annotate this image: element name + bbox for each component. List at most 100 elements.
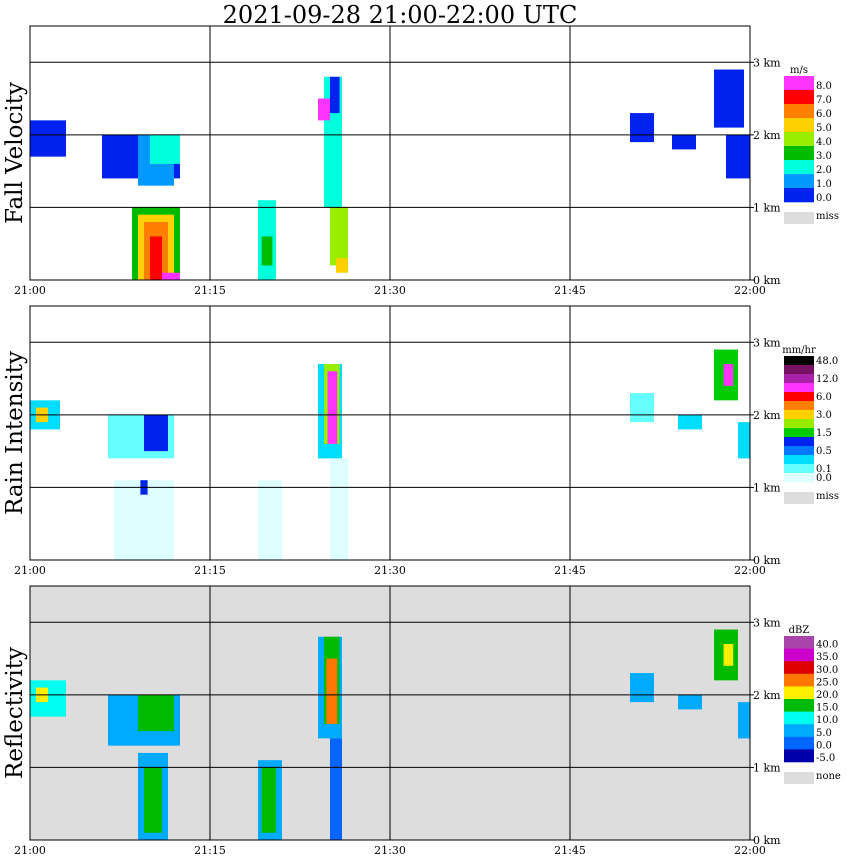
- height-tick-label: 3 km: [753, 56, 781, 69]
- legend-swatch: [784, 464, 814, 474]
- echo-cell: [336, 258, 348, 273]
- legend-label: 2.0: [816, 165, 832, 176]
- legend-label: 25.0: [816, 677, 838, 688]
- time-tick-label: 21:00: [14, 564, 46, 577]
- legend-label: 8.0: [816, 81, 832, 92]
- echo-cell: [258, 480, 282, 560]
- time-tick-label: 21:45: [554, 564, 586, 577]
- legend-label: 0.0: [816, 193, 832, 204]
- time-tick-label: 21:45: [554, 844, 586, 857]
- height-tick-label: 1 km: [753, 201, 781, 214]
- legend-swatch: [784, 673, 814, 687]
- height-tick-label: 1 km: [753, 761, 781, 774]
- legend-swatch: [784, 392, 814, 402]
- legend-label: 5.0: [816, 728, 832, 739]
- echo-cell: [723, 644, 734, 666]
- legend-unit: mm/hr: [782, 345, 816, 356]
- time-tick-label: 22:00: [734, 284, 766, 297]
- legend-swatch: [784, 419, 814, 429]
- legend-label: 30.0: [816, 665, 838, 676]
- panel-rain-intensity: 0 km 1 km 2 km 3 km 21:00 21:15 21:30 21:45 22:0…: [2, 305, 839, 577]
- legend-label: 6.0: [816, 109, 832, 120]
- plot-frame: [29, 585, 751, 841]
- legend-missing-label: miss: [816, 211, 839, 222]
- legend-swatch: [784, 648, 814, 662]
- time-tick-label: 21:30: [374, 564, 406, 577]
- time-tick-label: 22:00: [734, 844, 766, 857]
- echo-cell: [630, 393, 654, 423]
- legend-swatch: [784, 401, 814, 411]
- echo-cell: [630, 673, 654, 703]
- legend-swatch: [784, 686, 814, 700]
- legend-label: -5.0: [816, 753, 835, 764]
- legend-swatch: [784, 174, 814, 189]
- echo-cell: [330, 738, 342, 840]
- legend-label: 0.0: [816, 473, 832, 484]
- legend-label: 10.0: [816, 715, 838, 726]
- legend-swatch: [784, 661, 814, 675]
- height-tick-label: 2 km: [753, 129, 781, 142]
- echo-cell: [261, 236, 273, 266]
- legend-swatch: [784, 90, 814, 105]
- echo-cell: [672, 134, 696, 150]
- legend-unit: dBZ: [789, 625, 810, 636]
- legend-swatch: [784, 76, 814, 91]
- echo-cell: [318, 98, 330, 121]
- legend-unit: m/s: [790, 65, 808, 76]
- echo-cell: [630, 113, 654, 143]
- legend-missing-swatch: [784, 212, 814, 224]
- plot-frame: [29, 305, 751, 561]
- legend-swatch: [784, 410, 814, 420]
- echo-cell: [138, 694, 174, 732]
- time-tick-label: 21:00: [14, 284, 46, 297]
- legend-swatch: [784, 636, 814, 649]
- legend-swatch: [784, 473, 814, 483]
- time-tick-label: 21:45: [554, 284, 586, 297]
- legend-swatch: [784, 132, 814, 147]
- time-tick-label: 21:30: [374, 284, 406, 297]
- height-tick-label: 0 km: [753, 834, 781, 847]
- legend-label: 3.0: [816, 410, 832, 421]
- height-tick-label: 1 km: [753, 481, 781, 494]
- panel-ylabel: Rain Intensity: [2, 351, 28, 515]
- time-tick-label: 21:15: [194, 844, 226, 857]
- legend-label: 20.0: [816, 690, 838, 701]
- legend-swatch: [784, 455, 814, 465]
- echo-cell: [144, 414, 168, 452]
- panel-ylabel: Reflectivity: [2, 647, 28, 779]
- time-tick-label: 21:00: [14, 844, 46, 857]
- legend-label: 0.0: [816, 740, 832, 751]
- legend-label: 0.5: [816, 446, 832, 457]
- echo-cell: [714, 69, 744, 128]
- height-tick-label: 2 km: [753, 689, 781, 702]
- chart-title: 2021-09-28 21:00-22:00 UTC: [222, 1, 578, 29]
- time-tick-label: 21:15: [194, 284, 226, 297]
- legend-swatch: [784, 446, 814, 456]
- echo-cell: [150, 236, 162, 280]
- echo-cell: [738, 702, 750, 739]
- legend-label: 48.0: [816, 356, 838, 367]
- legend-swatch: [784, 146, 814, 161]
- echo-cell: [330, 207, 348, 266]
- echo-cell: [678, 694, 702, 710]
- echo-cell: [144, 767, 162, 833]
- legend-label: 5.0: [816, 123, 832, 134]
- echo-cell: [330, 76, 340, 114]
- legend-missing-label: none: [816, 771, 841, 782]
- height-tick-label: 2 km: [753, 409, 781, 422]
- echo-cell: [30, 120, 66, 157]
- panel-ylabel: Fall Velocity: [2, 82, 28, 224]
- legend-swatch: [784, 104, 814, 119]
- legend-missing-swatch: [784, 772, 814, 784]
- echo-cell: [326, 658, 338, 724]
- time-tick-label: 21:30: [374, 844, 406, 857]
- echo-cell: [738, 422, 750, 459]
- height-tick-label: 0 km: [753, 274, 781, 287]
- legend-swatch: [784, 437, 814, 447]
- legend-swatch: [784, 724, 814, 738]
- echo-cell: [150, 134, 180, 164]
- legend-label: 0.1: [816, 464, 832, 475]
- echo-cell: [330, 458, 348, 560]
- legend-label: 3.0: [816, 151, 832, 162]
- legend-swatch: [784, 383, 814, 393]
